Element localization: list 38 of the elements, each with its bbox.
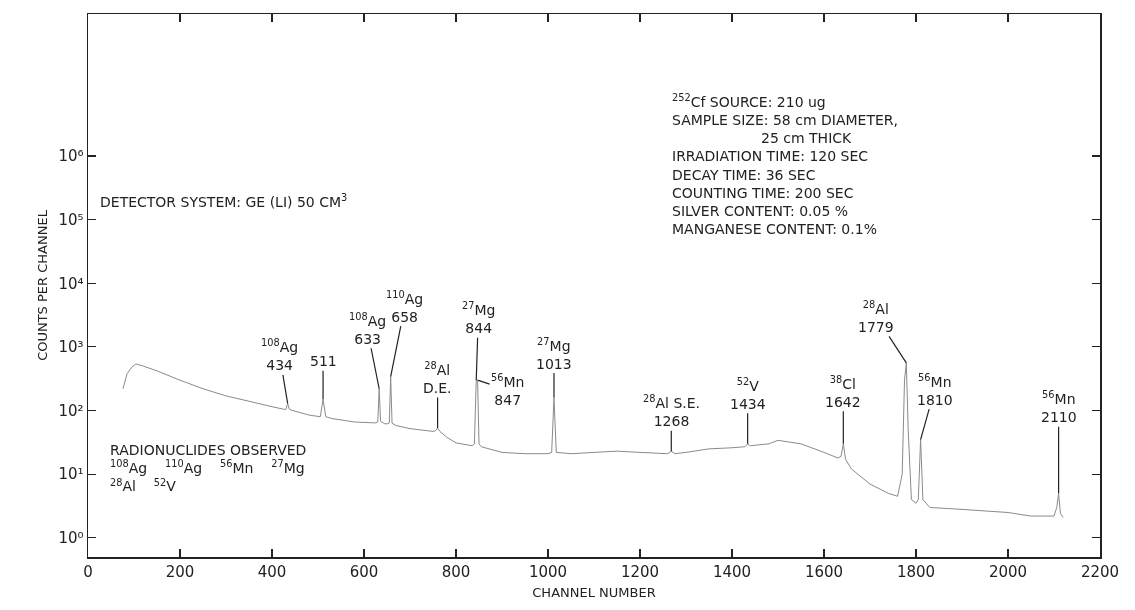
x-tick-label: 200 — [165, 562, 195, 581]
annotation: $^{52}$V 1434 — [730, 376, 766, 413]
annotation: $^{110}$Ag 658 — [386, 289, 424, 326]
x-tick-label: 400 — [257, 562, 287, 581]
annotation: $^{56}$Mn 2110 — [1041, 389, 1077, 426]
y-tick-label: 10⁰ — [58, 529, 84, 548]
y-tick-label: 10² — [58, 401, 84, 420]
annotation: $^{27}$Mg 1013 — [536, 336, 572, 373]
annotation: 511 — [310, 353, 337, 369]
annotation: $^{108}$Ag 434 — [261, 337, 299, 374]
annotation: $^{108}$Ag 633 — [349, 311, 387, 348]
x-tick-label: 1200 — [620, 562, 660, 581]
y-axis-title: COUNTS PER CHANNEL — [34, 209, 50, 361]
annotation: $^{56}$Mn 1810 — [917, 372, 953, 409]
y-tick-label: 10¹ — [58, 465, 84, 484]
x-tick-label: 1400 — [712, 562, 752, 581]
annotation: $^{28}$Al S.E. 1268 — [643, 393, 701, 430]
y-tick-label: 10⁴ — [58, 274, 84, 293]
x-tick-label: 800 — [441, 562, 471, 581]
y-tick-label: 10⁵ — [58, 210, 84, 229]
text: RADIONUCLIDES OBSERVED $^{108}$Ag $^{110}$Ag $^{56}$Mn $^{27}$Mg $^{28}$Al $^{52}$V — [110, 442, 307, 495]
x-tick-label: 600 — [349, 562, 379, 581]
annotation: $^{28}$Al D.E. — [423, 360, 452, 397]
y-tick-label: 10⁶ — [58, 147, 84, 166]
x-axis-title: CHANNEL NUMBER — [532, 584, 656, 600]
x-tick-label: 2000 — [988, 562, 1028, 581]
x-tick-label: 2200 — [1080, 562, 1120, 581]
text: $^{252}$Cf SOURCE: 210 ug SAMPLE SIZE: 58 cm DIAMETER, 25 cm THICK IRRADIATION TIME: 120 SEC DECAY TIME: 36 SEC COUNTING TIME: 200 SEC SILVER CONTENT: 0.05 % MANGANESE CONTENT: 0.1% — [672, 92, 898, 238]
annotation: $^{27}$Mg 844 — [462, 300, 496, 337]
annotation: $^{38}$Cl 1642 — [825, 374, 861, 411]
annotation: $^{28}$Al 1779 — [858, 299, 894, 336]
x-tick-label: 1800 — [896, 562, 936, 581]
x-tick-label: 0 — [83, 562, 93, 581]
x-tick-label: 1600 — [804, 562, 844, 581]
annotation: DETECTOR SYSTEM: GE (LI) 50 CM$^{3}$ — [100, 192, 348, 210]
annotation: $^{56}$Mn 847 — [491, 372, 525, 409]
y-tick-label: 10³ — [58, 338, 84, 357]
x-tick-label: 1000 — [528, 562, 568, 581]
